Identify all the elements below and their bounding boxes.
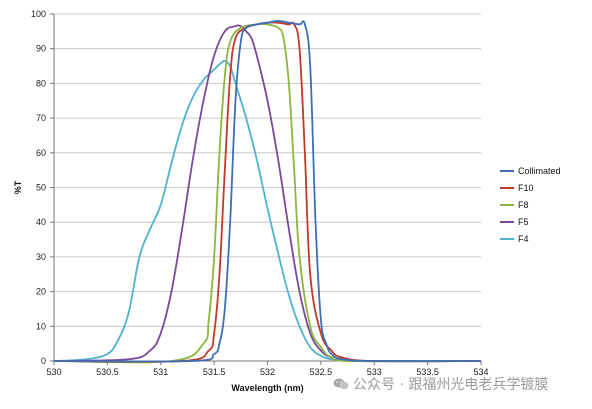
series-lines (53, 20, 482, 364)
y-tick-label: 70 (36, 113, 46, 123)
grid (54, 13, 481, 327)
y-tick-label: 30 (36, 252, 46, 262)
series-line-f8 (53, 23, 482, 364)
y-tick-label: 0 (41, 356, 46, 366)
legend: Collimated F10 F8 F5 F4 (500, 166, 561, 244)
y-tick-label: 20 (36, 287, 46, 297)
legend-label-f10: F10 (518, 183, 534, 193)
legend-label-f8: F8 (518, 200, 529, 210)
x-tick-label: 531 (153, 367, 168, 377)
watermark-text: 公众号 · 跟福州光电老兵学镀膜 (353, 377, 549, 393)
series-line-f5 (53, 24, 482, 363)
legend-label-f4: F4 (518, 234, 529, 244)
y-axis-title: %T (13, 180, 23, 194)
wechat-icon (333, 378, 349, 390)
x-tick-label: 530.5 (96, 367, 119, 377)
y-tick-label: 50 (36, 183, 46, 193)
x-tick-label: 533 (367, 367, 382, 377)
x-tick-labels: 530 530.5 531 531.5 532 532.5 533 533.5 534 (46, 367, 488, 377)
y-tick-label: 100 (31, 9, 46, 19)
legend-label-collimated: Collimated (518, 166, 561, 176)
y-tick-label: 90 (36, 44, 46, 54)
series-line-f4 (53, 59, 481, 363)
x-tick-label: 530 (46, 367, 61, 377)
series-line-f10 (53, 21, 482, 363)
y-tick-labels: 0 10 20 30 40 50 60 70 80 90 100 (31, 9, 46, 366)
watermark: 公众号 · 跟福州光电老兵学镀膜 (333, 374, 548, 394)
x-tick-label: 533.5 (416, 367, 439, 377)
legend-label-f5: F5 (518, 217, 529, 227)
axes (50, 13, 482, 365)
x-tick-label: 532 (260, 367, 275, 377)
x-tick-label: 532.5 (310, 367, 333, 377)
series-line-collimated (53, 20, 482, 363)
y-tick-label: 60 (36, 148, 46, 158)
x-tick-label: 534 (473, 367, 488, 377)
y-tick-label: 10 (36, 321, 46, 331)
x-tick-label: 531.5 (203, 367, 226, 377)
y-tick-label: 80 (36, 78, 46, 88)
y-tick-label: 40 (36, 217, 46, 227)
x-axis-title: Wavelength (nm) (231, 383, 303, 393)
